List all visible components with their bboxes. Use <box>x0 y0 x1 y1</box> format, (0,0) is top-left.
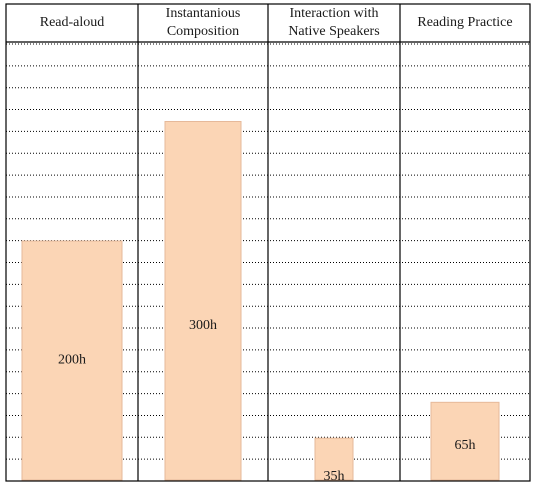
column-header: Reading Practice <box>417 15 512 30</box>
column-header-line: Reading Practice <box>417 15 512 30</box>
bar-4 <box>430 401 500 481</box>
data-label: 35h <box>324 469 345 484</box>
column-header-line: Composition <box>167 24 239 39</box>
column-header: Read-aloud <box>40 15 105 30</box>
data-label: 300h <box>189 318 217 333</box>
column-header-line: Read-aloud <box>40 15 105 30</box>
bar-3 <box>314 437 354 481</box>
column-header: Instantanious Composition <box>166 6 241 39</box>
column-header: Interaction with Native Speakers <box>288 6 379 39</box>
bar-1 <box>21 240 123 481</box>
column-header-line: Instantanious <box>166 6 241 21</box>
column-header-line: Interaction with <box>289 6 378 21</box>
bar-2 <box>164 121 242 481</box>
column-header-line: Native Speakers <box>288 24 379 39</box>
data-label: 65h <box>455 438 476 453</box>
data-label: 200h <box>58 353 86 368</box>
